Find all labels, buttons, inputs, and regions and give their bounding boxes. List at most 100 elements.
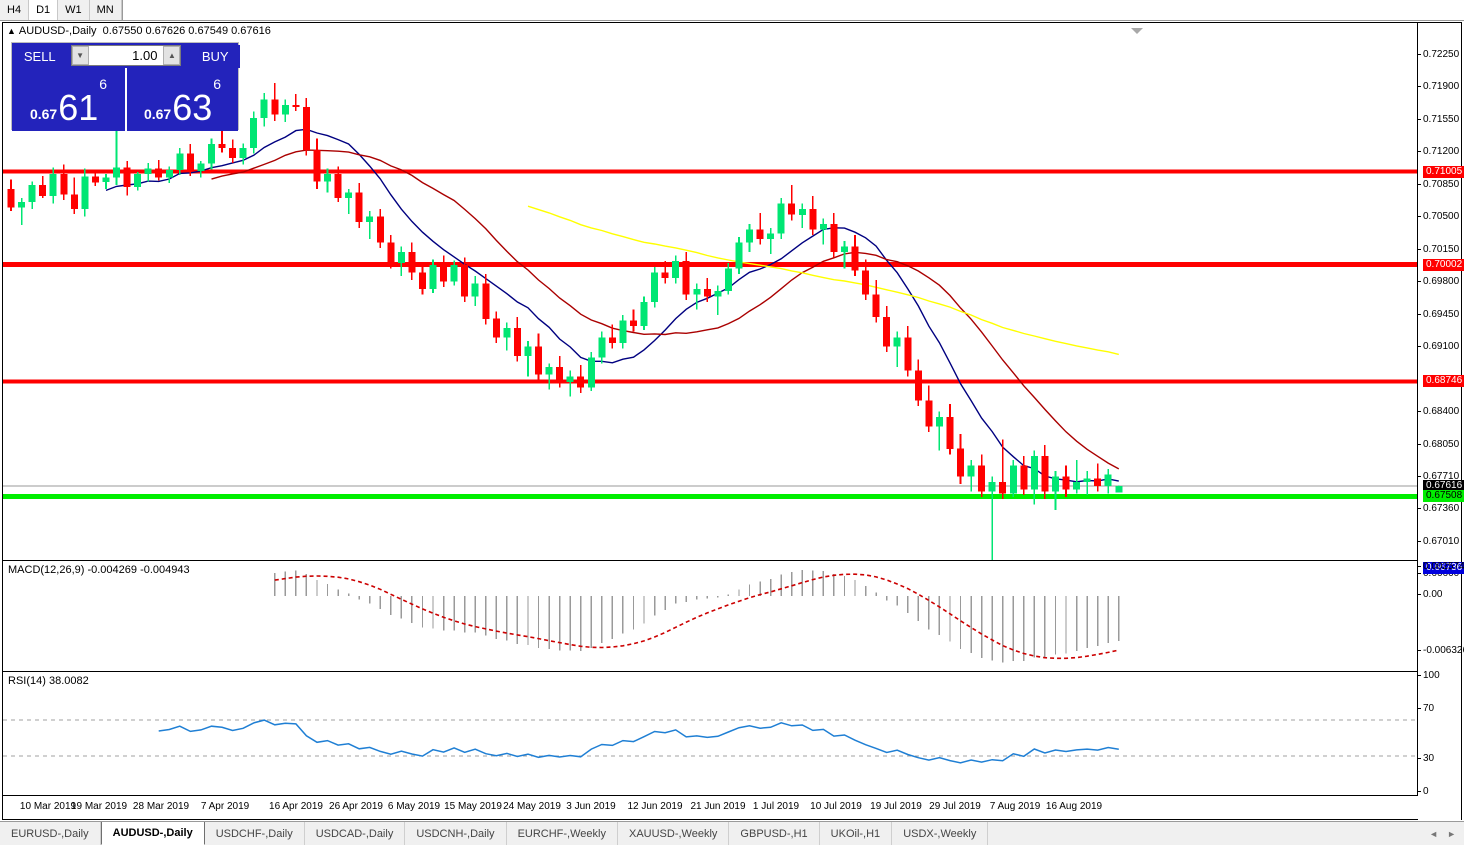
price-tick-dash bbox=[1418, 248, 1421, 250]
rsi-tick-label: 70 bbox=[1423, 703, 1435, 714]
chart-collapse-triangle-icon[interactable]: ▲ bbox=[7, 26, 16, 36]
rsi-tick-label: 100 bbox=[1423, 670, 1440, 681]
macd-tick-dash bbox=[1418, 594, 1421, 595]
chart-tab-bar: EURUSD-,Daily AUDUSD-,Daily USDCHF-,Daily U… bbox=[0, 821, 1464, 845]
macd-pane[interactable]: MACD(12,26,9) -0.004269 -0.004943 bbox=[3, 562, 1418, 672]
timeframe-tab-mn-label: MN bbox=[96, 4, 114, 16]
chart-ohlc-values: 0.67550 0.67626 0.67549 0.67616 bbox=[102, 25, 271, 37]
price-tick-label: 0.70150 bbox=[1423, 243, 1460, 255]
tab-scroll-left-icon[interactable]: ◄ bbox=[1429, 828, 1439, 839]
chart-tab-xauusdweekly[interactable]: XAUUSD-,Weekly bbox=[617, 822, 730, 845]
date-tick-label: 16 Aug 2019 bbox=[1045, 801, 1103, 812]
tab-scroll-right-icon[interactable]: ► bbox=[1447, 828, 1456, 839]
rsi-tick-label: 0 bbox=[1423, 786, 1429, 797]
price-tick-label: 0.69100 bbox=[1423, 341, 1460, 353]
chart-tab-eurchfweekly[interactable]: EURCHF-,Weekly bbox=[506, 822, 618, 845]
price-tick-label: 0.69800 bbox=[1423, 276, 1460, 288]
macd-tick-dash bbox=[1418, 650, 1421, 651]
chart-tab-eurusddaily[interactable]: EURUSD-,Daily bbox=[0, 822, 101, 845]
volume-increase-icon[interactable]: ▲ bbox=[163, 46, 181, 65]
price-tick-dash bbox=[1418, 281, 1421, 283]
timeframe-tab-d1-label: D1 bbox=[36, 4, 51, 16]
chart-tab-usdchfdaily[interactable]: USDCHF-,Daily bbox=[204, 822, 305, 845]
macd-tick-dash bbox=[1418, 566, 1421, 567]
price-level-label-text: 0.68746 bbox=[1423, 375, 1464, 388]
rsi-pane[interactable]: RSI(14) 38.0082 bbox=[3, 673, 1418, 796]
price-tick-label: 0.72250 bbox=[1423, 49, 1460, 60]
macd-tick-label: -0.006326 bbox=[1423, 645, 1464, 656]
chart-tab-audusddaily[interactable]: AUDUSD-,Daily bbox=[100, 822, 205, 845]
price-tick-dash bbox=[1418, 216, 1421, 218]
sell-button-label: SELL bbox=[23, 48, 56, 64]
price-level-label-text: 0.66736 bbox=[1423, 561, 1464, 574]
price-tick-label: 0.69450 bbox=[1423, 308, 1460, 320]
sell-price-fraction: 6 bbox=[99, 76, 108, 92]
date-tick-label: 29 Jul 2019 bbox=[929, 801, 981, 812]
chart-title-bar: ▲ AUDUSD-,Daily 0.67550 0.67626 0.67549 0… bbox=[3, 23, 1461, 39]
price-level-label-text: 0.71005 bbox=[1423, 165, 1464, 178]
buy-price-prefix: 0.67 bbox=[143, 106, 172, 122]
price-tick-dash bbox=[1418, 411, 1421, 413]
trade-panel-top-row: SELL ▼ 1.00 ▲ BUY bbox=[12, 43, 241, 68]
date-tick-label: 19 Mar 2019 bbox=[70, 801, 128, 812]
volume-decrease-icon[interactable]: ▼ bbox=[71, 46, 89, 65]
one-click-trading-panel[interactable]: SELL ▼ 1.00 ▲ BUY 0.67 61 6 0.67 63 6 bbox=[11, 42, 241, 131]
chart-symbol-label: AUDUSD-,Daily bbox=[18, 25, 97, 37]
date-tick-label: 6 May 2019 bbox=[387, 801, 441, 812]
sell-price-quote[interactable]: 0.67 61 6 bbox=[12, 68, 125, 131]
macd-tick-label: 0.00 bbox=[1423, 589, 1443, 600]
price-tick-dash bbox=[1418, 86, 1421, 88]
date-axis: 10 Mar 2019 19 Mar 2019 28 Mar 2019 7 Apr 2… bbox=[3, 795, 1418, 819]
timeframe-tab-h4-label: H4 bbox=[7, 4, 22, 16]
volume-stepper[interactable]: ▼ 1.00 ▲ bbox=[70, 45, 182, 66]
price-tick-dash bbox=[1418, 540, 1421, 542]
price-scale-axis[interactable]: 0.72250 0.71900 0.71550 0.71200 0.70850 0.705… bbox=[1417, 23, 1464, 820]
price-pane[interactable] bbox=[3, 23, 1418, 561]
timeframe-tab-w1[interactable]: W1 bbox=[58, 0, 90, 20]
chart-window: ▲ AUDUSD-,Daily 0.67550 0.67626 0.67549 0… bbox=[2, 22, 1464, 820]
buy-price-big: 63 bbox=[172, 87, 213, 128]
price-tick-label: 0.68050 bbox=[1423, 438, 1460, 450]
chart-scroll-marker-icon[interactable] bbox=[1131, 28, 1143, 34]
price-tick-dash bbox=[1418, 151, 1421, 153]
chart-tab-ukoilh1[interactable]: UKOil-,H1 bbox=[819, 822, 893, 845]
chart-tab-usdcnhdaily[interactable]: USDCNH-,Daily bbox=[405, 822, 507, 845]
volume-value[interactable]: 1.00 bbox=[132, 48, 158, 63]
buy-price-fraction: 6 bbox=[213, 76, 222, 92]
price-tick-dash bbox=[1418, 313, 1421, 315]
chart-tab-usdxweekly[interactable]: USDX-,Weekly bbox=[892, 822, 989, 845]
buy-price-quote[interactable]: 0.67 63 6 bbox=[125, 68, 238, 131]
timeframe-tab-mn[interactable]: MN bbox=[89, 0, 122, 20]
price-tick-label: 0.67010 bbox=[1423, 535, 1460, 547]
chart-tab-filler bbox=[988, 822, 1421, 845]
price-tick-dash bbox=[1418, 54, 1421, 55]
date-tick-label: 3 Jun 2019 bbox=[566, 801, 616, 812]
timeframe-tab-h4[interactable]: H4 bbox=[0, 0, 30, 20]
buy-button[interactable]: BUY bbox=[190, 44, 241, 68]
sell-price-prefix: 0.67 bbox=[29, 106, 58, 122]
price-tick-label: 0.70850 bbox=[1423, 178, 1460, 190]
chart-tab-gbpusdh1[interactable]: GBPUSD-,H1 bbox=[729, 822, 820, 845]
date-tick-label: 19 Jul 2019 bbox=[870, 801, 922, 812]
sell-button[interactable]: SELL bbox=[15, 44, 65, 68]
date-tick-label: 16 Apr 2019 bbox=[269, 801, 323, 812]
macd-indicator-label: MACD(12,26,9) -0.004269 -0.004943 bbox=[8, 564, 190, 576]
date-tick-label: 24 May 2019 bbox=[503, 801, 561, 812]
price-level-label-text: 0.70002 bbox=[1423, 258, 1464, 271]
price-chart-svg bbox=[3, 82, 1418, 560]
price-tick-dash bbox=[1418, 346, 1421, 348]
price-tick-dash bbox=[1418, 508, 1421, 509]
date-tick-label: 28 Mar 2019 bbox=[132, 801, 190, 812]
timeframe-tab-d1[interactable]: D1 bbox=[29, 0, 59, 20]
price-tick-dash bbox=[1418, 573, 1421, 574]
chart-tab-scroll-controls[interactable]: ◄ ► bbox=[1421, 822, 1464, 845]
date-tick-label: 12 Jun 2019 bbox=[627, 801, 683, 812]
date-tick-label: 10 Mar 2019 bbox=[19, 801, 77, 812]
price-tick-label: 0.71900 bbox=[1423, 81, 1460, 93]
date-tick-label: 26 Apr 2019 bbox=[329, 801, 383, 812]
price-tick-dash bbox=[1418, 475, 1421, 477]
price-level-label-text: 0.67508 bbox=[1423, 490, 1464, 503]
rsi-tick-dash bbox=[1418, 675, 1421, 676]
chart-tab-usdcaddaily[interactable]: USDCAD-,Daily bbox=[304, 822, 406, 845]
